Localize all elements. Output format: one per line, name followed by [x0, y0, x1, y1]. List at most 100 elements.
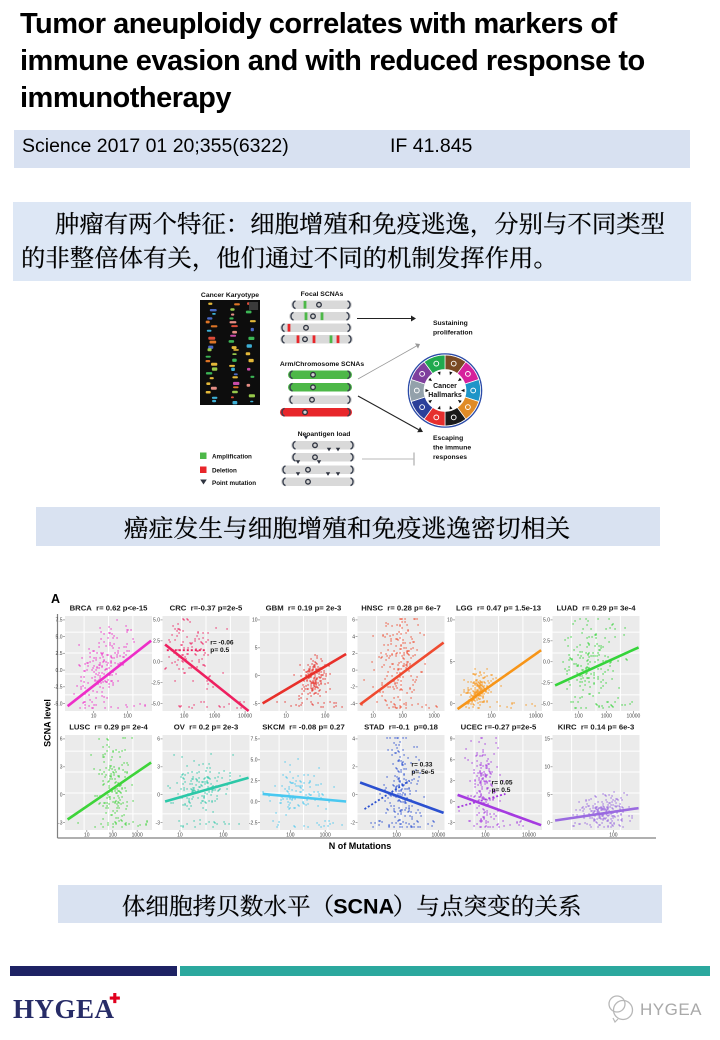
svg-text:CRC r=-0.37 p=2e-5: CRC r=-0.37 p=2e-5	[170, 604, 243, 613]
svg-text:-2: -2	[351, 685, 356, 691]
svg-text:STAD r=-0.1 p=0.18: STAD r=-0.1 p=0.18	[364, 723, 438, 732]
svg-text:Point mutation: Point mutation	[212, 480, 256, 487]
svg-text:Focal SCNAs: Focal SCNAs	[301, 291, 344, 298]
svg-text:Deletion: Deletion	[212, 468, 237, 475]
svg-text:p= 0.5: p= 0.5	[492, 787, 511, 794]
svg-text:100: 100	[180, 714, 189, 720]
svg-text:LUAD r= 0.29 p= 3e-4: LUAD r= 0.29 p= 3e-4	[556, 604, 636, 613]
svg-text:A: A	[51, 592, 60, 606]
svg-text:10: 10	[370, 714, 376, 720]
svg-text:0: 0	[450, 701, 453, 707]
svg-text:Cancer: Cancer	[433, 383, 457, 390]
svg-text:100: 100	[123, 714, 132, 720]
svg-text:r= -0.06: r= -0.06	[210, 640, 234, 647]
svg-text:6: 6	[352, 618, 355, 624]
svg-text:100: 100	[286, 833, 295, 839]
svg-text:proliferation: proliferation	[433, 330, 473, 337]
svg-text:0.0: 0.0	[153, 660, 160, 666]
svg-text:1000: 1000	[209, 714, 220, 720]
svg-text:Sustaining: Sustaining	[433, 320, 468, 327]
svg-text:SCNA level: SCNA level	[43, 699, 53, 747]
svg-text:100: 100	[219, 833, 228, 839]
svg-text:3: 3	[450, 779, 453, 785]
svg-text:10000: 10000	[522, 833, 536, 839]
svg-text:4: 4	[352, 737, 355, 743]
svg-text:100: 100	[392, 833, 401, 839]
svg-text:6: 6	[60, 737, 63, 743]
svg-text:10000: 10000	[431, 833, 445, 839]
svg-text:3: 3	[60, 765, 63, 771]
svg-text:7.5: 7.5	[251, 737, 258, 743]
svg-text:100: 100	[321, 714, 330, 720]
svg-text:-5.0: -5.0	[151, 701, 160, 707]
svg-text:-2.5: -2.5	[249, 820, 258, 826]
svg-text:OV r= 0.2 p= 2e-3: OV r= 0.2 p= 2e-3	[174, 723, 239, 732]
svg-text:2: 2	[352, 651, 355, 657]
svg-text:the immune: the immune	[433, 445, 471, 452]
svg-text:responses: responses	[433, 454, 467, 461]
svg-text:KIRC r= 0.14 p= 6e-3: KIRC r= 0.14 p= 6e-3	[558, 723, 635, 732]
svg-text:-2.5: -2.5	[54, 685, 63, 691]
svg-text:3: 3	[157, 765, 160, 771]
svg-text:HNSC r= 0.28 p= 6e-7: HNSC r= 0.28 p= 6e-7	[361, 604, 440, 613]
svg-text:1000: 1000	[601, 714, 612, 720]
svg-text:0.0: 0.0	[251, 799, 258, 805]
svg-text:1000: 1000	[320, 833, 331, 839]
svg-text:100: 100	[399, 714, 408, 720]
svg-text:100: 100	[574, 714, 583, 720]
svg-text:10: 10	[252, 618, 258, 624]
svg-text:10000: 10000	[626, 714, 640, 720]
svg-text:10000: 10000	[238, 714, 252, 720]
svg-text:0: 0	[352, 792, 355, 798]
svg-text:2.5: 2.5	[153, 639, 160, 645]
svg-text:LGG r= 0.47 p= 1.5e-13: LGG r= 0.47 p= 1.5e-13	[456, 604, 541, 613]
svg-text:5.0: 5.0	[153, 618, 160, 624]
svg-text:-5.0: -5.0	[54, 701, 63, 707]
svg-text:100: 100	[481, 833, 490, 839]
svg-text:6: 6	[450, 758, 453, 764]
svg-text:-3: -3	[156, 820, 161, 826]
svg-text:LUSC r= 0.29 p= 2e-4: LUSC r= 0.29 p= 2e-4	[69, 723, 148, 732]
svg-text:4: 4	[352, 634, 355, 640]
svg-text:1000: 1000	[132, 833, 143, 839]
svg-text:0: 0	[255, 673, 258, 679]
svg-text:100: 100	[109, 833, 118, 839]
svg-text:2: 2	[352, 765, 355, 771]
svg-text:p= 5e-5: p= 5e-5	[411, 769, 434, 776]
svg-text:-5: -5	[253, 701, 258, 707]
svg-text:p= 0.5: p= 0.5	[210, 647, 229, 654]
svg-text:0: 0	[157, 792, 160, 798]
svg-text:5.0: 5.0	[543, 618, 550, 624]
svg-text:100: 100	[487, 714, 496, 720]
svg-text:-2.5: -2.5	[151, 680, 160, 686]
svg-text:10: 10	[544, 765, 550, 771]
svg-text:r= 0.05: r= 0.05	[492, 779, 513, 786]
svg-text:0: 0	[352, 668, 355, 674]
svg-text:GBM r= 0.19 p= 2e-3: GBM r= 0.19 p= 2e-3	[266, 604, 342, 613]
svg-text:5.0: 5.0	[251, 758, 258, 764]
svg-text:5: 5	[255, 646, 258, 652]
svg-text:2.5: 2.5	[543, 639, 550, 645]
svg-text:0: 0	[547, 820, 550, 826]
svg-text:Arm/Chromosome SCNAs: Arm/Chromosome SCNAs	[280, 361, 364, 368]
svg-text:UCEC r=-0.27 p=2e-5: UCEC r=-0.27 p=2e-5	[461, 723, 537, 732]
svg-text:5.0: 5.0	[56, 634, 63, 640]
svg-text:-2.5: -2.5	[541, 680, 550, 686]
svg-text:10: 10	[283, 714, 289, 720]
svg-text:0: 0	[60, 792, 63, 798]
svg-text:2.5: 2.5	[251, 779, 258, 785]
svg-text:100: 100	[609, 833, 618, 839]
svg-text:-4: -4	[351, 701, 356, 707]
svg-text:7.5: 7.5	[56, 618, 63, 624]
svg-text:SKCM r= -0.08 p= 0.27: SKCM r= -0.08 p= 0.27	[262, 723, 344, 732]
svg-text:5: 5	[450, 660, 453, 666]
svg-text:10: 10	[447, 618, 453, 624]
svg-text:6: 6	[157, 737, 160, 743]
svg-text:1000: 1000	[429, 714, 440, 720]
svg-text:10000: 10000	[529, 714, 543, 720]
svg-text:Amplification: Amplification	[212, 454, 252, 461]
svg-text:SCNA: SCNA	[333, 895, 394, 919]
svg-text:-5.0: -5.0	[541, 701, 550, 707]
svg-text:0: 0	[450, 799, 453, 805]
svg-text:10: 10	[84, 833, 90, 839]
